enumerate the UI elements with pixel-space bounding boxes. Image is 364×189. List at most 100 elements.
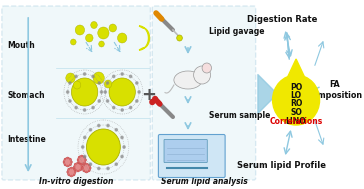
Text: Serum lipid Profile: Serum lipid Profile: [237, 160, 327, 170]
Circle shape: [90, 163, 92, 165]
Circle shape: [82, 146, 84, 148]
Circle shape: [78, 156, 86, 164]
Circle shape: [194, 66, 210, 84]
FancyBboxPatch shape: [152, 6, 256, 180]
Circle shape: [89, 167, 91, 169]
Polygon shape: [287, 59, 305, 79]
Circle shape: [121, 109, 123, 111]
Circle shape: [121, 73, 123, 75]
Circle shape: [83, 164, 85, 166]
Circle shape: [202, 63, 211, 73]
Circle shape: [63, 161, 65, 163]
Circle shape: [82, 167, 84, 169]
Circle shape: [153, 97, 158, 101]
Circle shape: [104, 91, 106, 93]
Text: LO: LO: [290, 91, 302, 100]
Circle shape: [74, 169, 76, 171]
Circle shape: [107, 124, 109, 127]
Circle shape: [81, 155, 83, 157]
Circle shape: [99, 41, 104, 47]
Circle shape: [109, 78, 135, 106]
Circle shape: [71, 175, 72, 177]
Circle shape: [130, 75, 132, 78]
Circle shape: [86, 163, 87, 165]
Circle shape: [109, 24, 116, 32]
Circle shape: [88, 164, 90, 166]
Circle shape: [77, 159, 79, 161]
Polygon shape: [139, 26, 150, 50]
Circle shape: [74, 163, 82, 171]
Circle shape: [75, 25, 84, 35]
Text: In-vitro digestion: In-vitro digestion: [39, 177, 113, 187]
Circle shape: [85, 159, 87, 161]
Circle shape: [71, 167, 72, 169]
FancyBboxPatch shape: [164, 139, 207, 163]
Circle shape: [77, 170, 79, 172]
Circle shape: [98, 124, 100, 127]
Circle shape: [84, 155, 86, 158]
Circle shape: [121, 136, 123, 139]
Text: LINO: LINO: [286, 116, 306, 125]
Circle shape: [75, 106, 77, 109]
Text: PO: PO: [290, 83, 302, 91]
Circle shape: [98, 27, 109, 39]
Circle shape: [90, 129, 92, 131]
Text: SO: SO: [290, 108, 302, 117]
Circle shape: [71, 78, 98, 106]
Text: Correlations: Correlations: [269, 116, 323, 125]
Circle shape: [71, 161, 72, 163]
Circle shape: [82, 163, 91, 173]
FancyBboxPatch shape: [158, 135, 225, 177]
Circle shape: [92, 106, 94, 109]
Circle shape: [69, 100, 71, 102]
Text: FA
Composition: FA Composition: [306, 80, 363, 100]
Circle shape: [71, 39, 76, 45]
Circle shape: [80, 169, 82, 171]
Circle shape: [63, 157, 72, 167]
Circle shape: [67, 171, 68, 173]
Circle shape: [104, 80, 112, 88]
Circle shape: [68, 168, 70, 170]
Circle shape: [64, 164, 66, 166]
Circle shape: [83, 170, 85, 172]
Circle shape: [112, 75, 115, 78]
Circle shape: [138, 91, 140, 93]
Circle shape: [115, 163, 118, 165]
Circle shape: [66, 73, 75, 83]
Circle shape: [115, 129, 118, 131]
Circle shape: [74, 171, 76, 173]
Circle shape: [121, 155, 123, 158]
Circle shape: [88, 170, 90, 172]
Circle shape: [73, 168, 75, 170]
Circle shape: [77, 162, 79, 164]
Circle shape: [273, 75, 320, 125]
Circle shape: [136, 100, 138, 102]
Text: RO: RO: [290, 99, 302, 108]
Circle shape: [73, 166, 75, 168]
Circle shape: [150, 99, 155, 105]
Circle shape: [83, 73, 86, 75]
Text: Serum sample: Serum sample: [209, 111, 270, 119]
Circle shape: [91, 22, 97, 29]
Text: Serum lipid analysis: Serum lipid analysis: [161, 177, 248, 187]
Circle shape: [67, 157, 69, 159]
FancyArrowPatch shape: [258, 74, 277, 113]
Circle shape: [177, 35, 182, 41]
Circle shape: [107, 167, 109, 170]
Circle shape: [106, 82, 109, 84]
Circle shape: [67, 167, 76, 177]
Text: Mouth: Mouth: [8, 40, 35, 50]
Circle shape: [74, 163, 76, 165]
Text: Digestion Rate: Digestion Rate: [247, 15, 317, 25]
Circle shape: [123, 146, 125, 148]
Circle shape: [78, 162, 80, 164]
Circle shape: [70, 158, 71, 160]
Circle shape: [98, 82, 100, 84]
Circle shape: [81, 166, 83, 168]
Circle shape: [70, 164, 71, 166]
Circle shape: [130, 106, 132, 109]
Circle shape: [98, 100, 100, 102]
Circle shape: [84, 136, 86, 139]
Text: Lipid gavage: Lipid gavage: [209, 28, 264, 36]
Circle shape: [100, 91, 103, 93]
